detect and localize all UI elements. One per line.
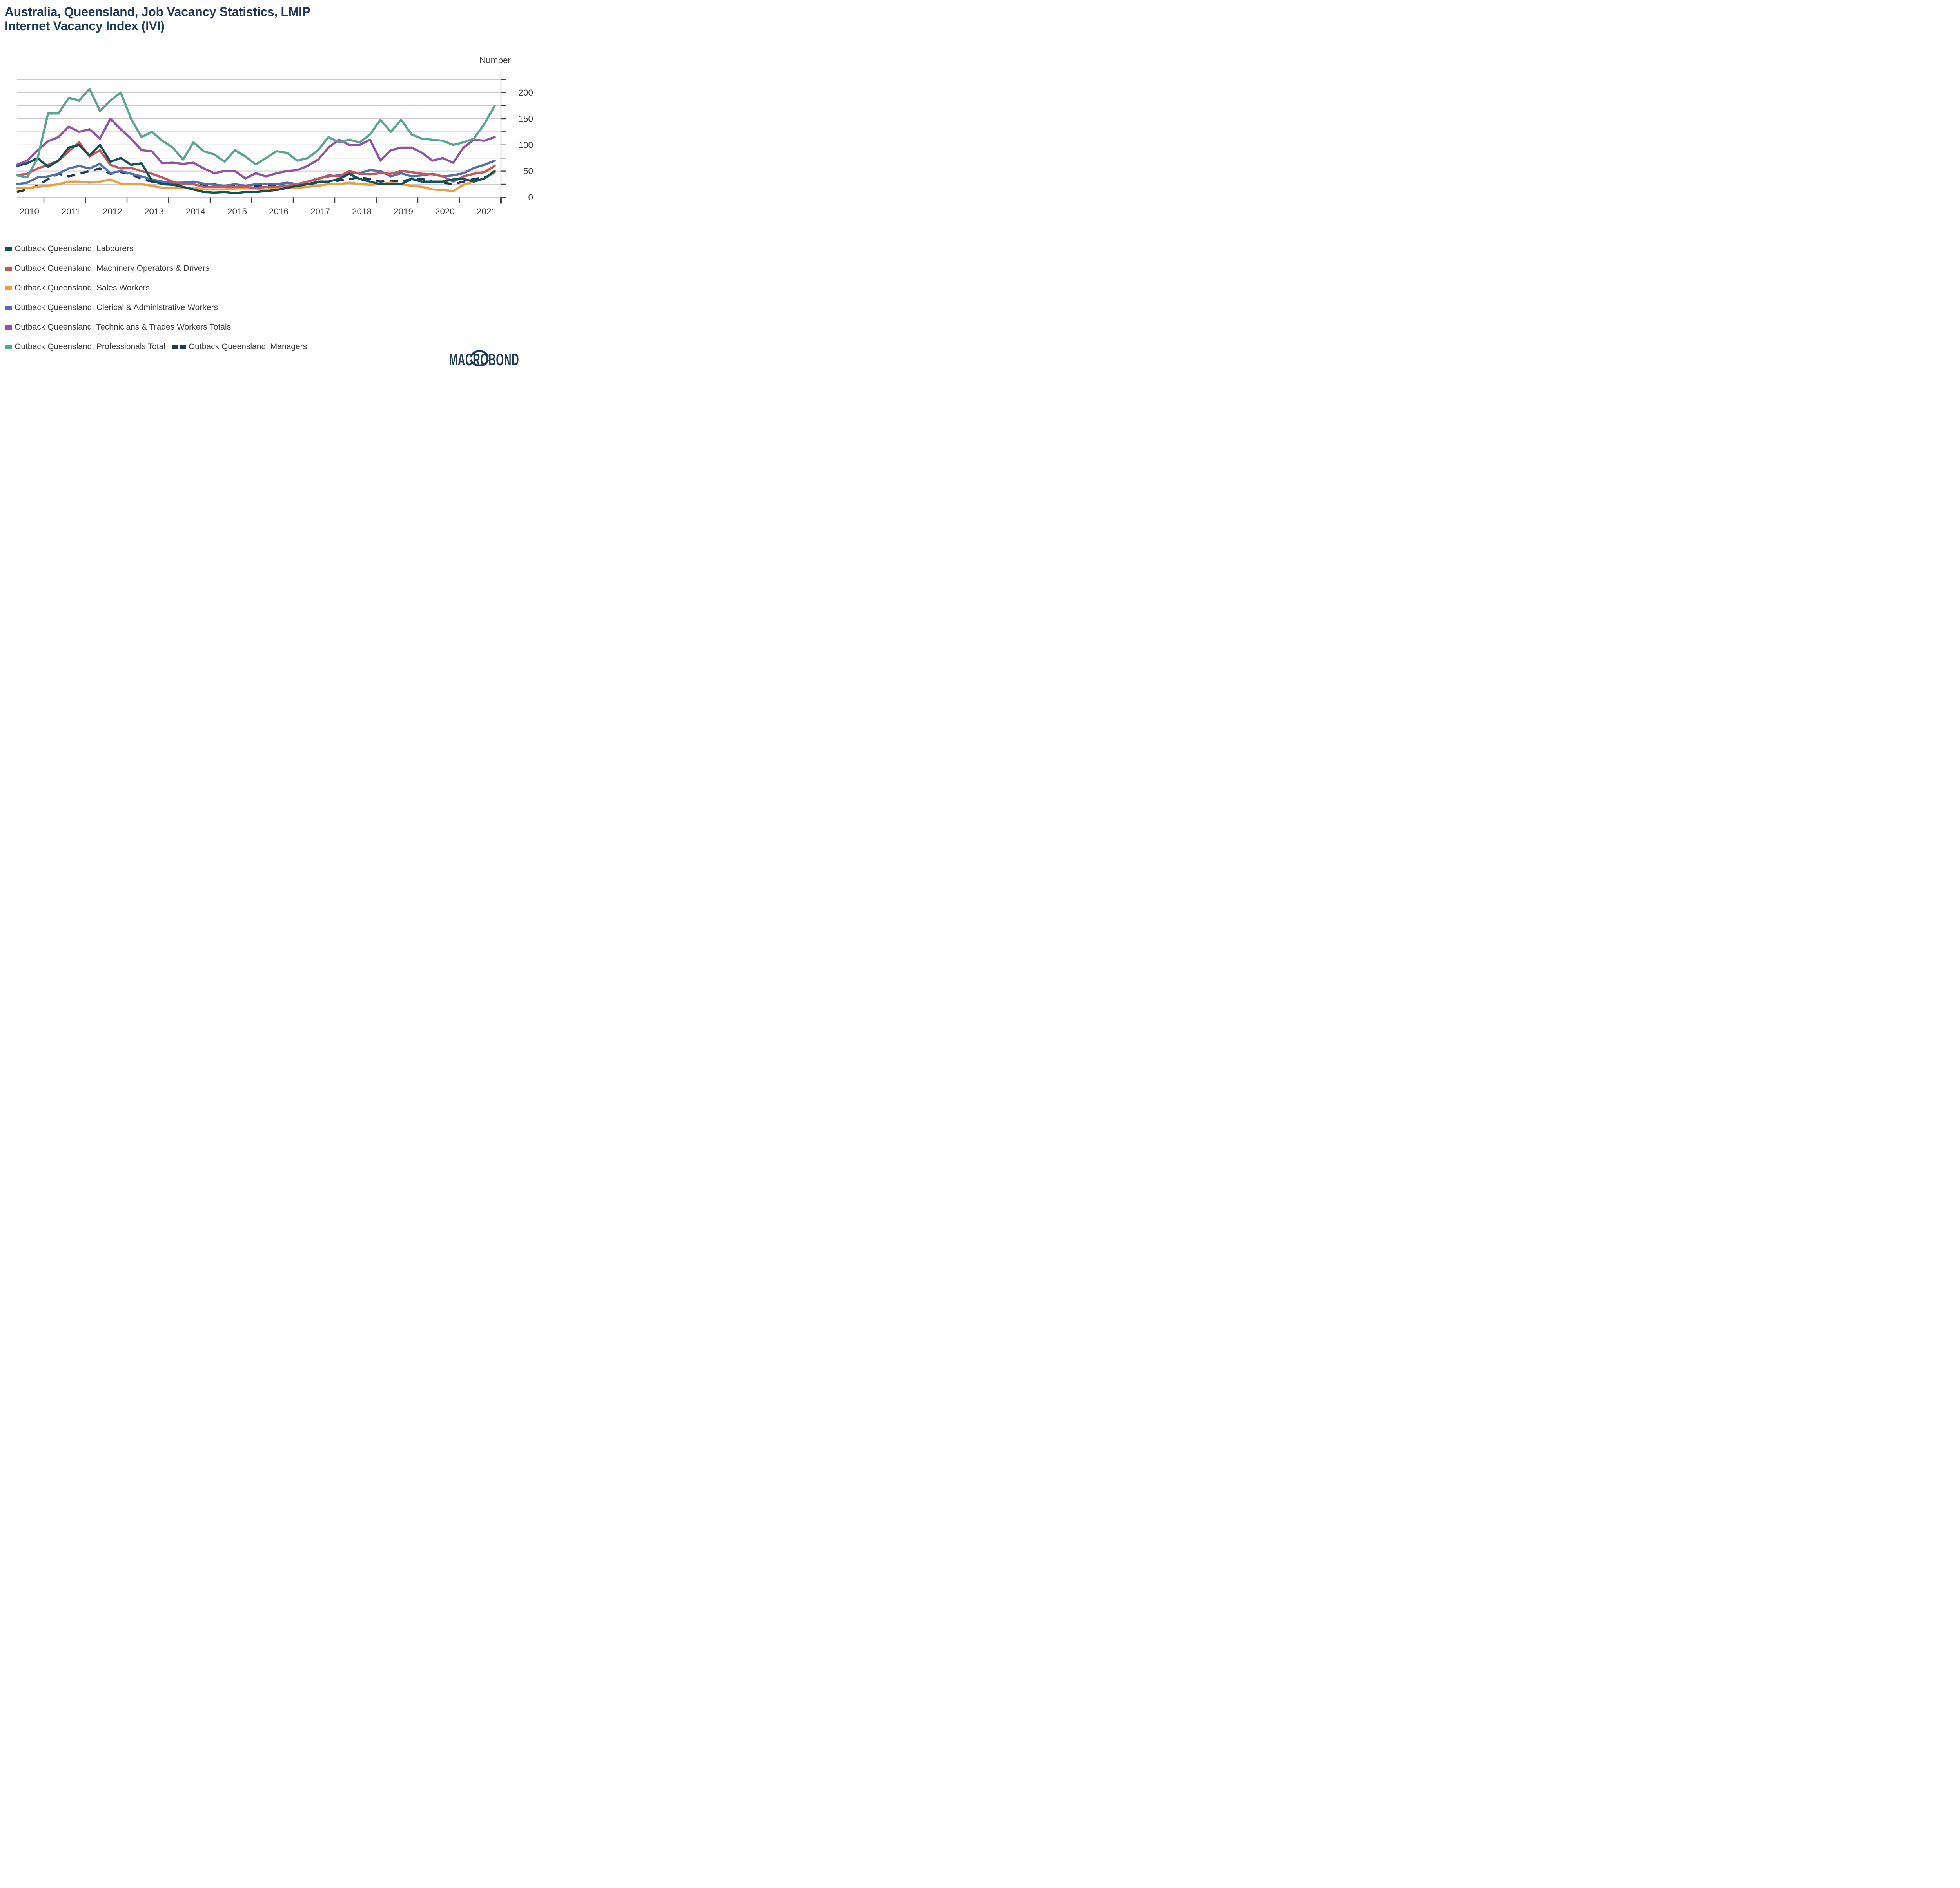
legend-row: Outback Queensland, Machinery Operators …	[5, 259, 307, 278]
chart-legend: Outback Queensland, Labourers Outback Qu…	[5, 239, 307, 357]
page-title: Australia, Queensland, Job Vacancy Stati…	[5, 5, 401, 33]
svg-text:150: 150	[518, 114, 533, 124]
svg-text:Number: Number	[479, 55, 511, 65]
legend-item-machinery-operators: Outback Queensland, Machinery Operators …	[5, 264, 209, 273]
legend-swatch-professionals-total	[5, 345, 12, 349]
svg-text:2011: 2011	[62, 207, 80, 216]
legend-swatch-machinery-operators	[5, 266, 12, 271]
legend-label: Outback Queensland, Labourers	[15, 244, 134, 253]
svg-text:2021: 2021	[477, 207, 496, 216]
legend-label: Outback Queensland, Sales Workers	[15, 283, 150, 292]
svg-text:2010: 2010	[20, 207, 39, 216]
svg-text:2012: 2012	[103, 207, 122, 216]
legend-item-managers: Outback Queensland, Managers	[172, 342, 307, 352]
svg-text:2019: 2019	[394, 207, 413, 216]
legend-row: Outback Queensland, Clerical & Administr…	[5, 298, 307, 317]
svg-text:0: 0	[528, 192, 533, 202]
logo-arc-bottom	[470, 359, 489, 366]
svg-text:2014: 2014	[186, 207, 205, 216]
legend-swatch-technicians-trades	[5, 325, 12, 330]
legend-row: Outback Queensland, Sales Workers	[5, 278, 307, 298]
legend-row: Outback Queensland, Professionals Total …	[5, 337, 307, 357]
legend-swatch-labourers	[5, 247, 12, 251]
legend-row: Outback Queensland, Labourers	[5, 239, 307, 259]
chart-page: 0 50 100 150 200 2010 2011 2012 2013 2014 2015 2016…	[0, 0, 537, 377]
legend-label: Outback Queensland, Machinery Operators …	[15, 264, 210, 273]
legend-item-professionals-total: Outback Queensland, Professionals Total	[5, 342, 165, 352]
svg-text:2016: 2016	[269, 207, 289, 216]
legend-item-sales-workers: Outback Queensland, Sales Workers	[5, 283, 150, 293]
logo-arc-top	[470, 350, 489, 357]
svg-text:2020: 2020	[435, 207, 455, 216]
legend-item-clerical-admin: Outback Queensland, Clerical & Administr…	[5, 303, 218, 312]
legend-label: Outback Queensland, Technicians & Trades…	[15, 323, 231, 332]
svg-text:2017: 2017	[310, 207, 330, 216]
macrobond-logo: MACROBOND	[449, 350, 519, 369]
svg-text:2015: 2015	[227, 207, 247, 216]
svg-text:2013: 2013	[144, 207, 164, 216]
legend-label: Outback Queensland, Managers	[188, 342, 307, 351]
svg-text:50: 50	[523, 166, 533, 176]
svg-text:200: 200	[518, 88, 533, 98]
legend-label: Outback Queensland, Professionals Total	[15, 342, 165, 351]
title-line-1: Australia, Queensland, Job Vacancy Stati…	[5, 5, 310, 19]
legend-swatch-sales-workers	[5, 286, 12, 290]
title-line-2: Internet Vacancy Index (IVI)	[5, 19, 165, 33]
legend-swatch-clerical-admin	[5, 305, 12, 310]
legend-swatch-managers	[172, 345, 186, 349]
legend-item-labourers: Outback Queensland, Labourers	[5, 244, 134, 254]
svg-text:100: 100	[518, 140, 533, 150]
svg-text:2018: 2018	[352, 207, 372, 216]
legend-item-technicians-trades: Outback Queensland, Technicians & Trades…	[5, 323, 231, 332]
legend-label: Outback Queensland, Clerical & Administr…	[15, 303, 218, 312]
legend-row: Outback Queensland, Technicians & Trades…	[5, 317, 307, 337]
line-chart: 0 50 100 150 200 2010 2011 2012 2013 2014 2015 2016…	[16, 55, 533, 216]
